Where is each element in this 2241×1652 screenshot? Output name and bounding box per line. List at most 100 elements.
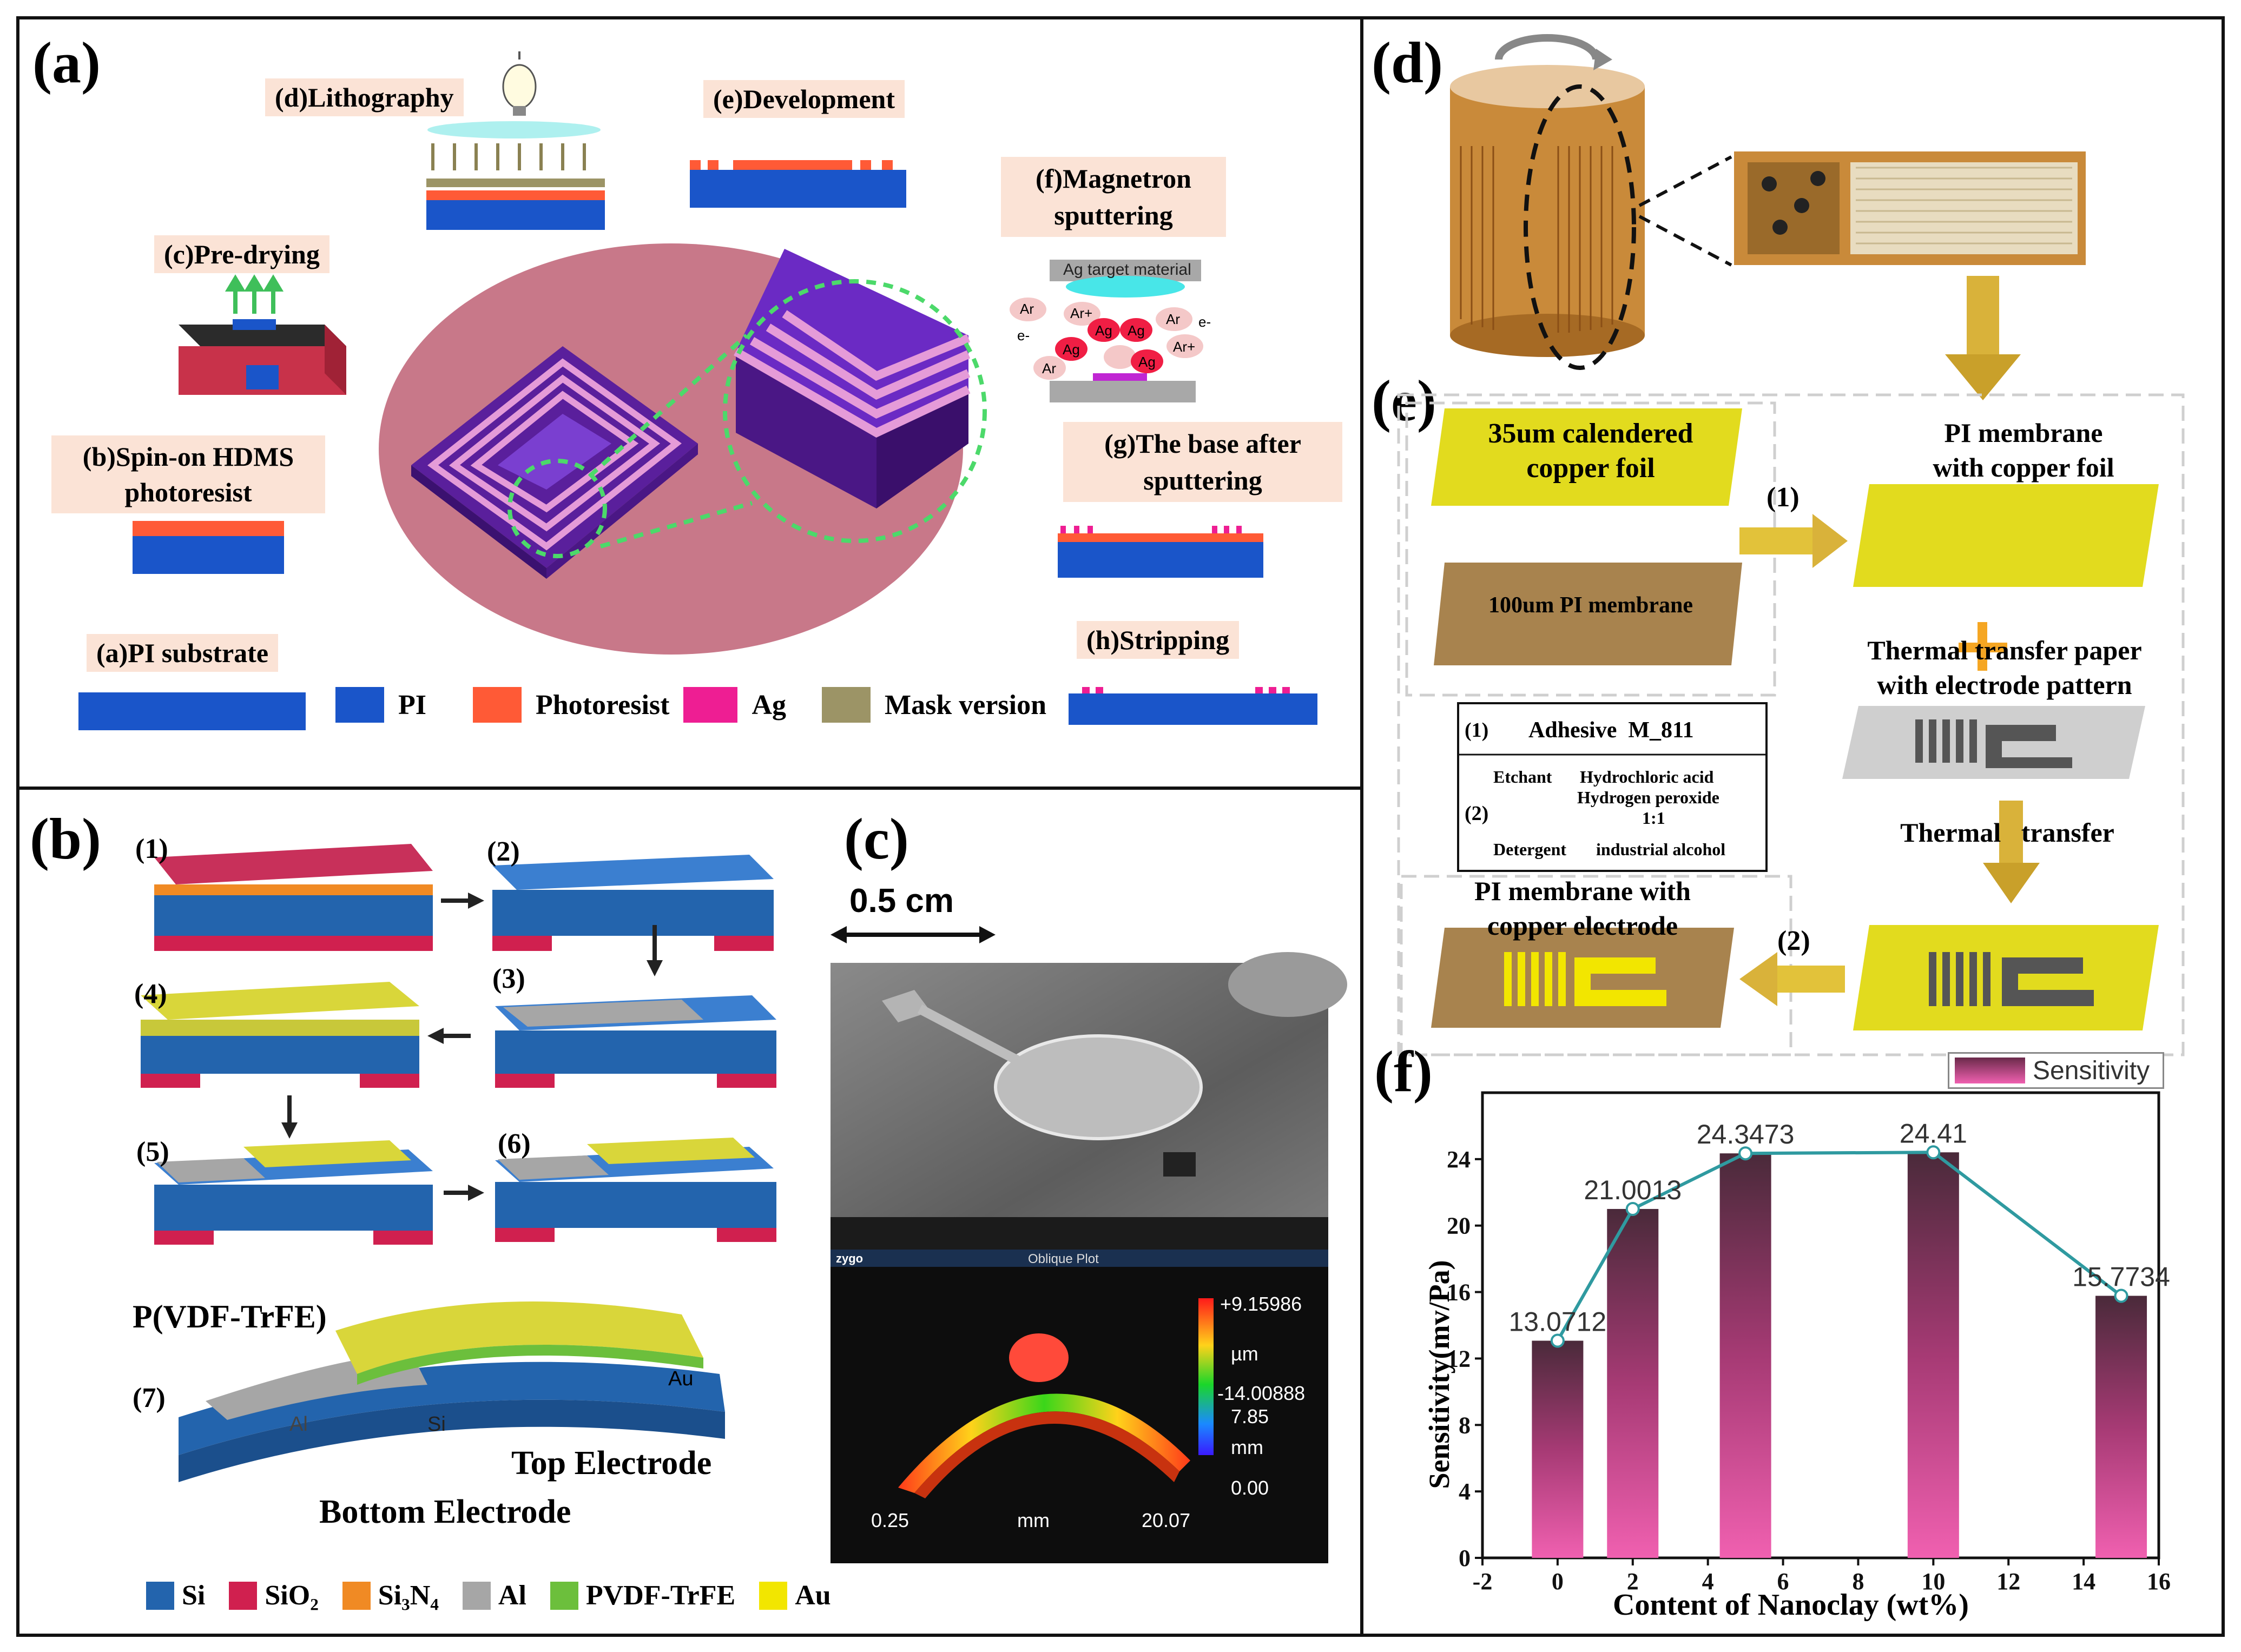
colorbar-max: +9.15986 xyxy=(1220,1293,1302,1315)
panel-a-letter: (a) xyxy=(32,31,101,95)
legend-label-si: Si xyxy=(182,1580,206,1611)
chart-x-tick-label: -2 xyxy=(1473,1568,1493,1595)
chart-point xyxy=(1926,1145,1941,1160)
legend-label-pvdf: PVDF-TrFE xyxy=(585,1580,736,1611)
scale-bar-label: 0.5 cm xyxy=(849,882,954,920)
step-b-line2: photoresist xyxy=(124,477,252,507)
step-b-line1: (b)Spin-on HDMS xyxy=(82,441,294,472)
sputter-ag-1: Ag xyxy=(1095,322,1112,339)
chart-bar xyxy=(1719,1153,1771,1558)
chart-value-label: 24.41 xyxy=(1900,1118,1967,1148)
arrow-step-1 xyxy=(1739,514,1848,568)
process-table: (1) Adhesive M_811 Etchant Hydrochloric … xyxy=(1458,703,1767,871)
panel-def-frame xyxy=(1360,16,2225,1637)
zaxis-top: 7.85 xyxy=(1231,1405,1269,1428)
pi-with-electrode-line2: copper electrode xyxy=(1487,910,1678,941)
chart-bar xyxy=(2095,1296,2147,1558)
zygo-plot xyxy=(831,1250,1328,1563)
chart-y-tick-label: 16 xyxy=(1447,1279,1471,1306)
step-label-magnetron: (f)Magnetron sputtering xyxy=(1001,157,1226,237)
step-1-label: (1) xyxy=(135,834,168,864)
label-au: Au xyxy=(668,1367,694,1390)
table-ratio: 1:1 xyxy=(1642,808,1665,828)
colorbar-unit: µm xyxy=(1231,1343,1258,1365)
chart-x-tick-label: 2 xyxy=(1627,1568,1639,1595)
chart-point xyxy=(1550,1333,1565,1348)
thermal-transfer-label: Thermal transfer xyxy=(1900,817,2114,848)
legend-swatch-mask xyxy=(822,687,871,723)
sputter-ar-1: Ar xyxy=(1020,301,1034,317)
chart-value-label: 24.3473 xyxy=(1697,1119,1795,1149)
chart-y-tick-label: 0 xyxy=(1459,1545,1471,1571)
arrow-thermal-down xyxy=(1983,801,2040,903)
zygo-plot-title: Oblique Plot xyxy=(1028,1252,1099,1266)
step-1-arrow-label: (1) xyxy=(1767,482,1800,513)
copper-foil-line1: 35um calendered xyxy=(1488,418,1693,449)
arrow-d-to-e xyxy=(1945,276,2021,400)
legend-label-photoresist: Photoresist xyxy=(536,689,670,721)
step-label-lithography: (d)Lithography xyxy=(265,78,464,116)
chart-legend: Sensitivity xyxy=(1948,1052,2164,1089)
sputter-ag-3: Ag xyxy=(1063,341,1080,358)
zygo-logo: zygo xyxy=(836,1252,864,1265)
step-label-stripping: (h)Stripping xyxy=(1077,621,1239,659)
panel-c-letter: (c) xyxy=(844,807,909,871)
sputter-electron-1: e- xyxy=(1017,327,1030,343)
pi-with-electrode-label: PI membrane with copper electrode xyxy=(1431,874,1734,943)
step-label-base-after: (g)The base after sputtering xyxy=(1063,422,1342,502)
label-si: Si xyxy=(427,1413,446,1436)
colorbar-min: -14.00888 xyxy=(1217,1382,1306,1404)
device-step-2 xyxy=(492,855,774,951)
device-step-4 xyxy=(141,982,419,1088)
panel-a-legend: PI Photoresist Ag Mask version xyxy=(335,687,1046,723)
lightbulb-icon xyxy=(502,51,537,116)
chart-point xyxy=(1738,1146,1753,1161)
thermal-paper-line1: Thermal transfer paper xyxy=(1867,635,2142,665)
sputter-ag-4: Ag xyxy=(1138,354,1156,370)
table-r1-num: (1) xyxy=(1465,719,1489,742)
chart-frame xyxy=(1481,1091,2160,1560)
chart-point xyxy=(1625,1201,1640,1216)
chart-x-tick-label: 10 xyxy=(1921,1568,1945,1595)
chart-x-label: Content of Nanoclay (wt%) xyxy=(1613,1588,1969,1622)
pi-with-foil-label: PI membrane with copper foil xyxy=(1894,415,2153,485)
chart-y-tick-label: 12 xyxy=(1447,1345,1471,1372)
pi-with-foil-line1: PI membrane xyxy=(1944,418,2103,448)
legend-swatch-pi xyxy=(335,687,384,723)
chart-x-tick-label: 8 xyxy=(1852,1568,1864,1595)
step-label-development: (e)Development xyxy=(703,80,905,118)
legend-swatch-au xyxy=(759,1581,788,1610)
step-f-line1: (f)Magnetron xyxy=(1036,163,1191,194)
legend-swatch-si3n4 xyxy=(342,1581,371,1610)
step-3-label: (3) xyxy=(492,963,525,994)
chart-bar xyxy=(1532,1340,1584,1558)
chart-y-label: Sensitivity(mv/Pa) xyxy=(1423,1260,1455,1489)
sputter-ag-2: Ag xyxy=(1128,322,1145,339)
label-al: Al xyxy=(289,1413,308,1436)
legend-swatch-pvdf xyxy=(550,1581,578,1610)
zaxis-bottom: 0.00 xyxy=(1231,1477,1269,1499)
device-step-7 xyxy=(179,1301,725,1482)
legend-label-ag: Ag xyxy=(752,689,787,721)
label-bottom-electrode: Bottom Electrode xyxy=(319,1494,571,1530)
chart-y-tick-label: 4 xyxy=(1459,1478,1471,1505)
spiral-coil-left xyxy=(411,346,698,579)
device-step-3 xyxy=(495,995,776,1088)
chart-point xyxy=(2114,1288,2128,1303)
label-top-electrode: Top Electrode xyxy=(511,1445,712,1482)
table-etchant: Etchant xyxy=(1493,767,1552,787)
chart-legend-label: Sensitivity xyxy=(2033,1056,2150,1085)
legend-label-si3n4: Si₃N₄ xyxy=(378,1580,439,1611)
legend-label-al: Al xyxy=(498,1580,526,1611)
spiral-coil-zoom xyxy=(734,249,971,508)
chart-y-tick-label: 24 xyxy=(1447,1146,1471,1173)
device-step-5 xyxy=(154,1140,433,1245)
chart-x-tick-label: 12 xyxy=(1996,1568,2020,1595)
sputter-electron-2: e- xyxy=(1198,314,1211,330)
panel-b-legend: Si SiO₂ Si₃N₄ Al PVDF-TrFE Au xyxy=(146,1580,831,1611)
zaxis-unit: mm xyxy=(1231,1436,1263,1458)
